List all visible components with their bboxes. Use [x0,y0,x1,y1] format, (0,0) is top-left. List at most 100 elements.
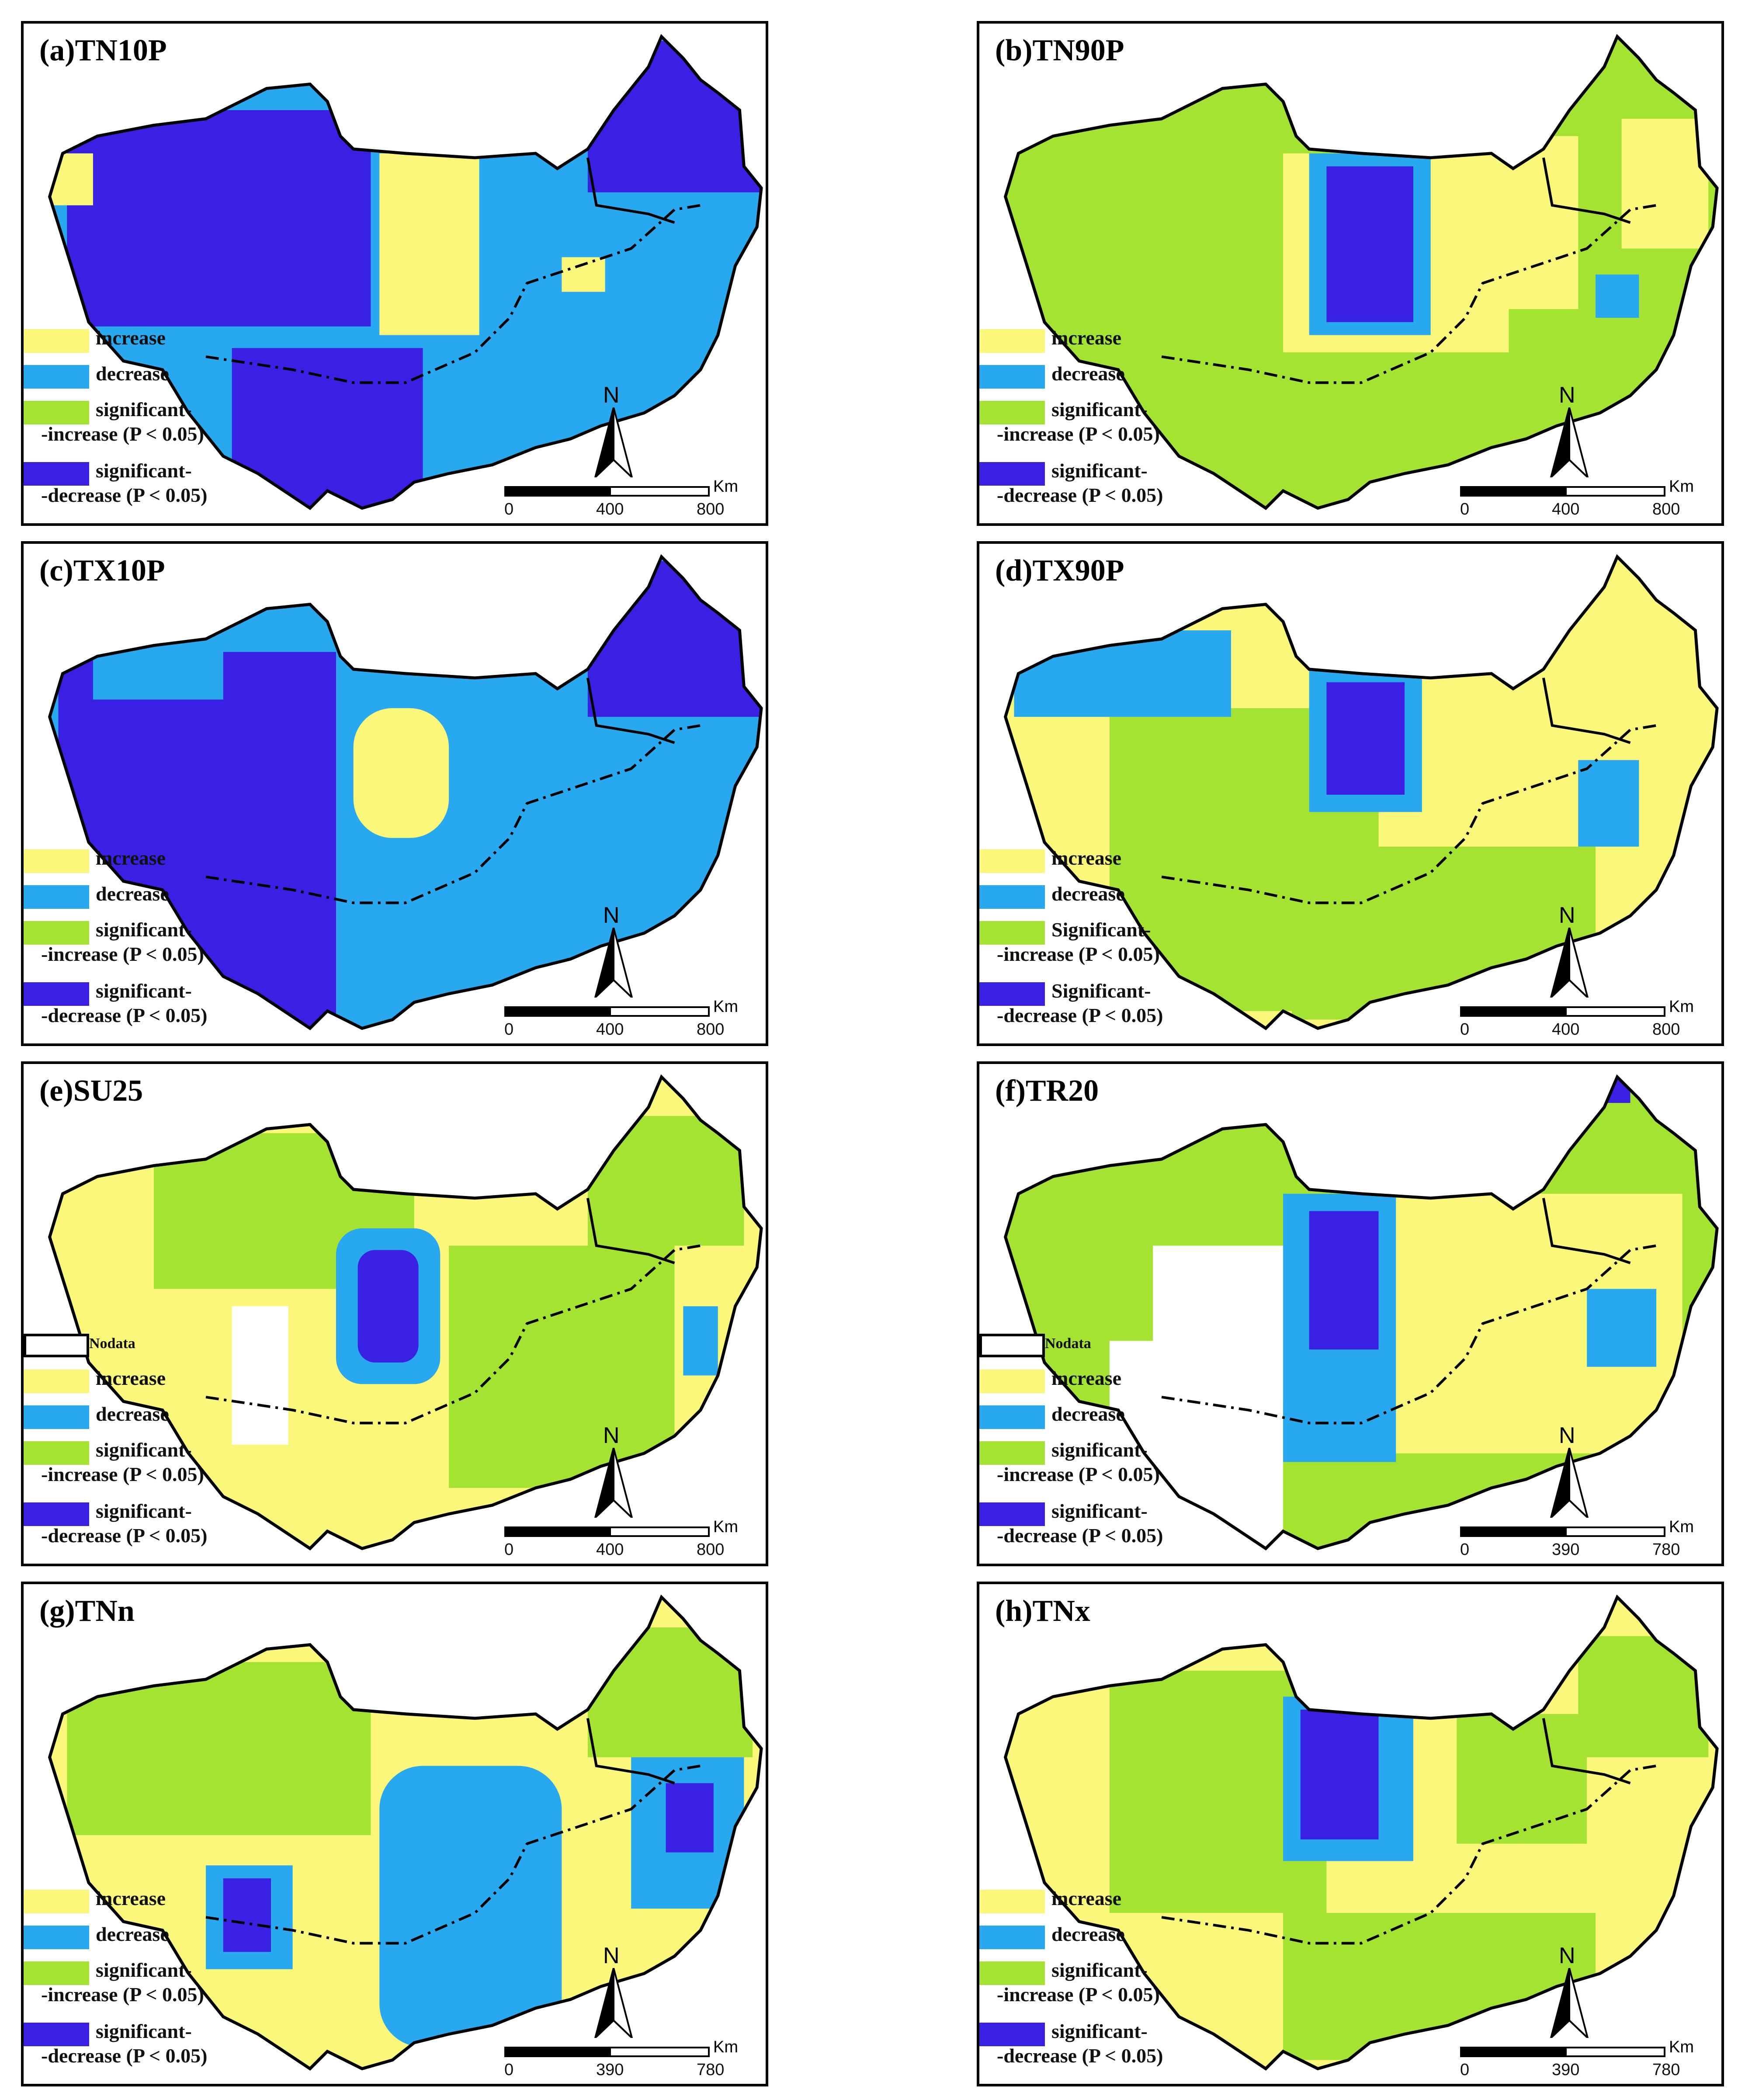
north-arrow-icon [1550,1448,1589,1518]
legend-decrease: decrease [24,1921,268,1957]
legend-sig-decrease: significant- -decrease (P < 0.05) [979,2018,1224,2079]
panel-title: (d)TX90P [995,554,1124,588]
north-arrow-icon [594,928,633,998]
swatch-sig-decrease [24,462,89,486]
legend-decrease: decrease [979,1401,1224,1437]
swatch-increase [979,329,1045,353]
map-region [48,1074,763,1551]
legend-increase: increase [24,1885,268,1921]
swatch-decrease [979,365,1045,389]
north-arrow-icon [594,407,633,477]
north-arrow-icon [594,1968,633,2038]
legend: increase decrease Significant- -increase … [979,845,1224,1039]
legend: Nodata increase decrease significant- -in… [979,1329,1224,1559]
swatch-decrease [979,1926,1045,1949]
swatch-increase [979,1370,1045,1393]
legend-decrease: decrease [24,361,268,396]
legend-sig-increase: significant- -increase (P < 0.05) [979,396,1224,458]
swatch-decrease [24,1926,89,1949]
legend-decrease: decrease [24,1401,268,1437]
panel-h: (h)TNx increase decrease significant- -in… [977,1582,1724,2086]
panel-title: (b)TN90P [995,34,1124,67]
panel-b: (b)TN90P increase decrease significant- -… [977,21,1724,526]
panel-a: (a)TN10P increase decrease significant- -… [21,21,768,526]
scale-bar: Km 0 390 780 [504,2038,738,2079]
legend: increase decrease significant- -increase … [24,1885,268,2079]
legend-nodata: Nodata [24,1329,268,1365]
scale-bar: Km 0 390 780 [1460,1518,1694,1559]
swatch-sig-decrease [979,1502,1045,1526]
legend-increase: increase [979,1365,1224,1401]
legend-sig-decrease: Significant- -decrease (P < 0.05) [979,978,1224,1039]
legend-sig-decrease: significant- -decrease (P < 0.05) [979,1498,1224,1559]
swatch-increase [24,1370,89,1393]
swatch-nodata [24,1334,89,1357]
legend-increase: increase [979,1885,1224,1921]
swatch-sig-increase [979,1441,1045,1465]
panel-c: (c)TX10P increase decrease significant- -… [21,541,768,1046]
panel-title: (c)TX10P [39,554,165,588]
scale-bar: Km 0 400 800 [504,998,738,1039]
swatch-increase [24,1890,89,1913]
legend-decrease: decrease [979,361,1224,396]
north-arrow: N [1543,1943,1596,2043]
legend-nodata: Nodata [979,1329,1224,1365]
swatch-sig-increase [24,1961,89,1985]
legend-increase: increase [979,325,1224,361]
swatch-sig-decrease [979,982,1045,1006]
map-region [1003,1074,1719,1551]
panel-f: (f)TR20 Nodata increase decrease signifi… [977,1061,1724,1566]
legend: increase decrease significant- -increase … [24,325,268,519]
map-region [1003,34,1719,510]
panel-title: (f)TR20 [995,1074,1099,1108]
scale-bar: Km 0 400 800 [1460,477,1694,518]
swatch-decrease [979,1405,1045,1429]
north-arrow: N [587,1943,640,2043]
north-arrow: N [1543,1422,1596,1523]
map-region [48,34,763,510]
legend-sig-decrease: significant- -decrease (P < 0.05) [24,2018,268,2079]
swatch-sig-decrease [979,2023,1045,2046]
north-arrow: N [1543,382,1596,483]
legend-sig-decrease: significant- -decrease (P < 0.05) [979,458,1224,519]
legend-sig-increase: significant- -increase (P < 0.05) [24,1957,268,2018]
legend: increase decrease significant- -increase … [979,325,1224,519]
swatch-sig-increase [24,1441,89,1465]
scale-bar: Km 0 400 800 [504,477,738,518]
panel-title: (a)TN10P [39,34,167,67]
swatch-sig-decrease [24,982,89,1006]
swatch-sig-decrease [24,1502,89,1526]
swatch-sig-decrease [979,462,1045,486]
panel-title: (g)TNn [39,1594,135,1628]
legend-sig-increase: significant- -increase (P < 0.05) [979,1957,1224,2018]
swatch-nodata [979,1334,1045,1357]
legend: increase decrease significant- -increase … [979,1885,1224,2079]
map-region [1003,554,1719,1030]
scale-bar: Km 0 400 800 [504,1518,738,1559]
swatch-increase [24,329,89,353]
swatch-sig-decrease [24,2023,89,2046]
swatch-decrease [24,885,89,909]
north-arrow-icon [1550,407,1589,477]
panel-title: (h)TNx [995,1594,1090,1628]
legend-increase: increase [979,845,1224,881]
swatch-increase [979,849,1045,873]
legend-sig-decrease: significant- -decrease (P < 0.05) [24,458,268,519]
north-arrow: N [587,382,640,483]
legend-sig-decrease: significant- -decrease (P < 0.05) [24,978,268,1039]
swatch-decrease [24,365,89,389]
map-region [48,554,763,1030]
panel-g: (g)TNn increase decrease significant- -in… [21,1582,768,2086]
swatch-sig-increase [24,921,89,945]
swatch-decrease [24,1405,89,1429]
map-region [48,1594,763,2071]
scale-bar: Km 0 390 780 [1460,2038,1694,2079]
legend-sig-increase: significant- -increase (P < 0.05) [24,1437,268,1498]
legend-sig-decrease: significant- -decrease (P < 0.05) [24,1498,268,1559]
legend-decrease: decrease [979,1921,1224,1957]
legend-increase: increase [24,845,268,881]
legend-increase: increase [24,325,268,361]
north-arrow-icon [1550,928,1589,998]
north-arrow-icon [594,1448,633,1518]
north-arrow-icon [1550,1968,1589,2038]
